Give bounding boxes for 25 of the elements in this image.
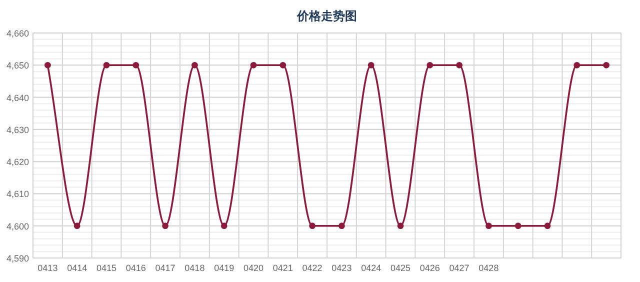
y-tick-label: 4,590 bbox=[6, 254, 29, 264]
y-tick-label: 4,610 bbox=[6, 189, 29, 200]
x-tick-label: 0427 bbox=[449, 263, 470, 273]
x-tick-label: 0422 bbox=[302, 263, 322, 273]
y-tick-label: 4,620 bbox=[6, 157, 29, 168]
x-tick-label: 0428 bbox=[478, 263, 499, 273]
y-tick-label: 4,630 bbox=[6, 124, 29, 135]
x-tick-label: 0414 bbox=[67, 263, 88, 273]
y-tick-label: 4,650 bbox=[6, 60, 29, 71]
x-tick-label: 0416 bbox=[126, 263, 146, 273]
y-tick-label: 4,640 bbox=[6, 92, 29, 103]
chart-title: 价格走势图 bbox=[296, 9, 357, 23]
x-tick-label: 0419 bbox=[214, 263, 234, 273]
x-tick-label: 0413 bbox=[38, 263, 58, 273]
x-tick-label: 0425 bbox=[390, 263, 411, 273]
x-tick-label: 0418 bbox=[184, 263, 205, 273]
x-tick-label: 0426 bbox=[420, 263, 440, 273]
x-tick-label: 0415 bbox=[96, 263, 117, 273]
x-tick-label: 0417 bbox=[155, 263, 176, 273]
x-tick-label: 0421 bbox=[272, 263, 293, 273]
y-tick-label: 4,600 bbox=[6, 221, 29, 232]
x-tick-label: 0420 bbox=[243, 263, 264, 273]
x-tick-label: 0423 bbox=[332, 263, 352, 273]
y-tick-label: 4,660 bbox=[6, 28, 29, 38]
x-tick-label: 0424 bbox=[361, 263, 382, 273]
